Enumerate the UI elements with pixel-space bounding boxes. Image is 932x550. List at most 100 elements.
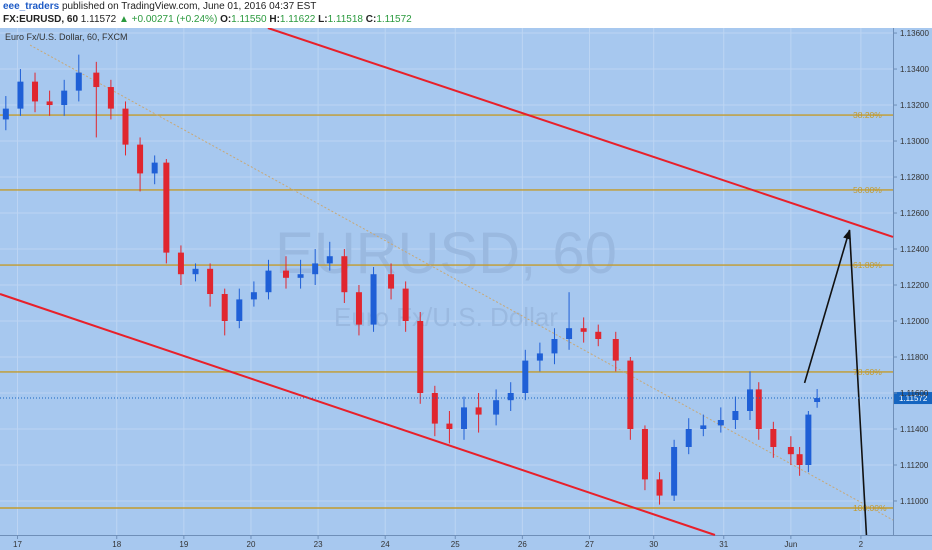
candle-body [207, 268, 214, 295]
candle-body [612, 339, 619, 361]
y-tick-label: 1.13000 [900, 137, 929, 146]
x-tick-label: 27 [585, 540, 594, 549]
y-tick-label: 1.12200 [900, 281, 929, 290]
candle-body [341, 256, 348, 293]
fib-label: 50.00% [853, 185, 882, 195]
y-tick-label: 1.13400 [900, 65, 929, 74]
candle-body [627, 360, 634, 429]
candle-body [475, 407, 482, 415]
candle-body [107, 87, 114, 109]
y-tick-label: 1.11800 [900, 353, 929, 362]
y-tick-label: 1.11600 [900, 389, 929, 398]
candle-body [493, 400, 500, 415]
published: published on TradingView.com, June 01, 2… [61, 1, 317, 12]
candle-body [326, 256, 333, 264]
x-tick-label: 23 [314, 540, 323, 549]
candle-body [685, 428, 692, 447]
candle-body [507, 392, 514, 401]
candle-body [671, 446, 678, 496]
last-price-label: 1.11572 [899, 394, 928, 403]
candle-body [93, 72, 100, 88]
candle-body [446, 423, 453, 429]
channel-line [0, 293, 716, 536]
change: ▲ +0.00271 (+0.24%) [118, 14, 218, 25]
candle-body [656, 479, 663, 496]
candle-body [796, 454, 803, 465]
candle-body [17, 81, 24, 109]
last: 1.11572 [80, 14, 117, 25]
candle-body [32, 81, 39, 102]
candle-body [551, 339, 558, 354]
candle-body [717, 419, 724, 426]
candle-body [595, 331, 602, 340]
fib-label: 61.80% [853, 260, 882, 270]
candle-body [122, 108, 129, 145]
candle-body [250, 292, 257, 300]
candle-body [536, 353, 543, 361]
x-tick-label: 31 [719, 540, 728, 549]
x-tick-label: 25 [451, 540, 460, 549]
low: 1.11518 [327, 14, 363, 25]
author[interactable]: eee_traders [3, 1, 60, 12]
candle-body [522, 360, 529, 393]
candle-body [370, 274, 377, 325]
header-line-1: eee_traders published on TradingView.com… [3, 0, 932, 13]
arrow-head [843, 229, 851, 240]
candle-body [402, 288, 409, 322]
last-price-box [894, 392, 932, 405]
candle-body [787, 446, 794, 455]
close-label: C: [365, 14, 377, 25]
candle-body [805, 414, 812, 465]
y-tick-label: 1.12000 [900, 317, 929, 326]
candle-body [755, 389, 762, 429]
low-label: L: [318, 14, 328, 25]
watermark: EURUSD, 60 [275, 221, 617, 286]
open: 1.11550 [231, 14, 267, 25]
drawings: 38.20% 50.00% 61.80% 78.60% 100.00% [0, 44, 894, 521]
y-tick-label: 1.11400 [900, 425, 929, 434]
x-tick-label: 24 [381, 540, 390, 549]
chart-background [0, 28, 932, 550]
candle-body [2, 108, 9, 120]
x-tick-label: 18 [112, 540, 121, 549]
candle-body [46, 101, 53, 106]
header-line-2: FX:EURUSD, 60 1.11572 ▲ +0.00271 (+0.24%… [3, 13, 932, 26]
x-tick-label: 2 [859, 540, 864, 549]
fib-label: 78.60% [853, 367, 882, 377]
grid [0, 28, 893, 535]
close: 1.11572 [376, 14, 412, 25]
x-tick-label: 20 [247, 540, 256, 549]
open-label: O: [220, 14, 232, 25]
y-tick-label: 1.11200 [900, 461, 929, 470]
x-tick-label: Jun [784, 540, 797, 549]
candle-body [700, 425, 707, 429]
high-label: H: [269, 14, 280, 25]
candle-body [461, 407, 468, 429]
candle-body [732, 410, 739, 420]
header: eee_traders published on TradingView.com… [0, 0, 932, 28]
x-tick-label: 26 [518, 540, 527, 549]
candle-body [417, 321, 424, 393]
chart: EURUSD, 60 Euro Fx/U.S. Dollar 38.20%50.… [0, 28, 932, 550]
candle-body [61, 90, 68, 106]
fib-label: 38.20% [853, 110, 882, 120]
y-tick-label: 1.12800 [900, 173, 929, 182]
candle-body [814, 398, 821, 402]
series-legend: Euro Fx/U.S. Dollar, 60, FXCM [5, 32, 128, 42]
x-tick-label: 17 [13, 540, 22, 549]
y-tick-label: 1.13600 [900, 29, 929, 38]
candle-body [265, 270, 272, 293]
candle-body [580, 328, 587, 332]
candles [2, 54, 821, 505]
y-tick-label: 1.12400 [900, 245, 929, 254]
candle-body [282, 270, 289, 278]
candle-body [312, 263, 319, 275]
trendline [29, 44, 894, 521]
candle-body [236, 299, 243, 322]
candle-body [151, 162, 158, 174]
y-tick-label: 1.13200 [900, 101, 929, 110]
candle-body [221, 294, 228, 322]
candle-body [431, 392, 438, 424]
y-tick-label: 1.11000 [900, 497, 929, 506]
